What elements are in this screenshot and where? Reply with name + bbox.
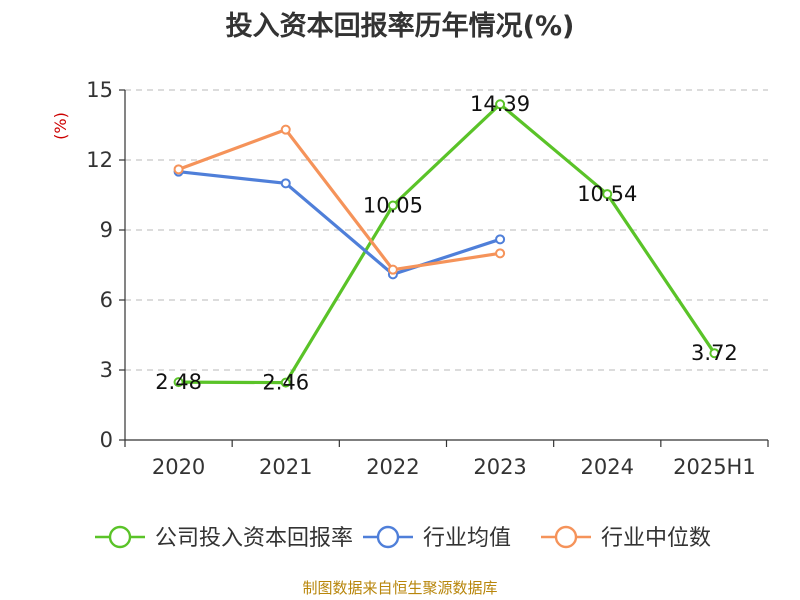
y-axis-label: (%): [51, 112, 70, 140]
chart-title: 投入资本回报率历年情况(%): [226, 10, 575, 42]
legend-item-0: 公司投入资本回报率: [95, 525, 353, 551]
legend: 公司投入资本回报率 行业均值 行业中位数: [95, 525, 711, 551]
y-tick-label-15: 15: [86, 78, 113, 102]
point-0-2025H1: [709, 348, 720, 359]
legend-marker-2: [554, 525, 578, 549]
legend-label-2: 行业中位数: [601, 526, 711, 551]
point-1-2021: [280, 178, 291, 189]
point-0-2020: [173, 377, 184, 388]
data-label-2020: 2.48: [155, 370, 202, 394]
data-label-2023: 14.39: [470, 92, 530, 116]
legend-marker-0: [108, 525, 132, 549]
x-tick-label-2021: 2021: [259, 455, 312, 479]
legend-label-0: 公司投入资本回报率: [155, 526, 353, 551]
point-2-2021: [280, 124, 291, 135]
legend-label-1: 行业均值: [423, 526, 511, 551]
y-tick-label-3: 3: [100, 358, 113, 382]
axes: 0 3 6 9 12 15 2020 2021 2022 2023 2024 2025H1: [86, 78, 769, 479]
x-tick-label-2023: 2023: [473, 455, 526, 479]
x-tick-label-2022: 2022: [366, 455, 419, 479]
x-tick-label-2020: 2020: [152, 455, 205, 479]
series-line-0: [178, 102, 716, 385]
point-0-2024: [602, 189, 613, 200]
series-lines: [173, 99, 720, 388]
legend-item-1: 行业均值: [363, 525, 511, 551]
y-tick-label-12: 12: [86, 148, 113, 172]
data-labels: 2.48 2.46 10.05 14.39 10.54 3.72: [155, 92, 738, 394]
legend-item-2: 行业中位数: [541, 525, 711, 551]
series-line-2: [178, 128, 501, 272]
legend-marker-1: [376, 525, 400, 549]
data-label-2024: 10.54: [577, 182, 637, 206]
series-line-1: [178, 170, 501, 276]
point-1-2023: [495, 234, 506, 245]
x-tick-label-2024: 2024: [581, 455, 634, 479]
y-tick-label-0: 0: [100, 428, 113, 452]
y-tick-label-9: 9: [100, 218, 113, 242]
y-tick-label-6: 6: [100, 288, 113, 312]
grid-lines: [125, 89, 768, 371]
data-label-2022: 10.05: [363, 194, 423, 218]
point-2-2020: [173, 164, 184, 175]
point-0-2021: [280, 377, 291, 388]
data-label-2021: 2.46: [262, 371, 309, 395]
source-note: 制图数据来自恒生聚源数据库: [302, 579, 497, 597]
point-2-2023: [495, 248, 506, 259]
x-tick-label-2025H1: 2025H1: [673, 455, 756, 479]
data-label-2025H1: 3.72: [691, 341, 738, 365]
point-0-2022: [387, 200, 398, 211]
point-0-2023: [495, 99, 506, 110]
point-2-2022: [387, 264, 398, 275]
